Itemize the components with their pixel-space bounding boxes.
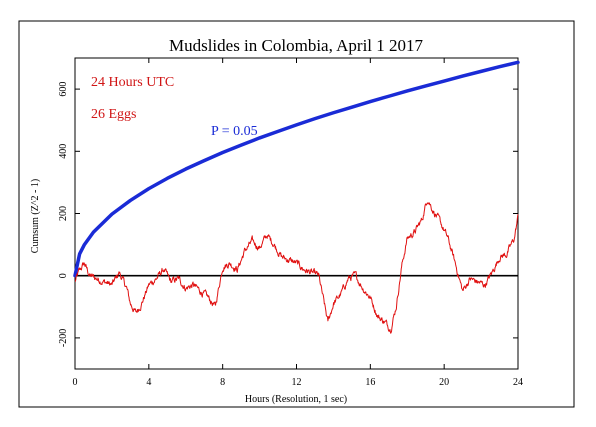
annotation-eggs: 26 Eggs bbox=[91, 107, 137, 122]
annotation-duration: 24 Hours UTC bbox=[91, 75, 174, 90]
x-tick-label: 24 bbox=[513, 377, 523, 388]
y-tick-label: 200 bbox=[58, 206, 69, 221]
x-axis-label: Hours (Resolution, 1 sec) bbox=[245, 394, 347, 405]
x-tick-label: 16 bbox=[365, 377, 375, 388]
series-probability-line bbox=[73, 60, 520, 278]
y-tick-label: 0 bbox=[58, 273, 69, 278]
x-tick-label: 0 bbox=[73, 377, 78, 388]
series-cumsum-line bbox=[74, 202, 519, 334]
y-tick-label: 400 bbox=[58, 144, 69, 159]
plot-area: 0 4 8 12 16 20 24 -200 0 200 400 600 bbox=[58, 57, 523, 388]
x-tick-label: 8 bbox=[220, 377, 225, 388]
y-axis-label: Cumsum (Z^2 - 1) bbox=[30, 179, 41, 253]
annotation-probability: P = 0.05 bbox=[211, 124, 258, 139]
x-tick-label: 12 bbox=[292, 377, 302, 388]
x-tick-label: 4 bbox=[146, 377, 151, 388]
y-tick-label: -200 bbox=[58, 329, 69, 347]
chart-title: Mudslides in Colombia, April 1 2017 bbox=[169, 36, 424, 55]
x-tick-label: 20 bbox=[439, 377, 449, 388]
y-tick-label: 600 bbox=[58, 82, 69, 97]
